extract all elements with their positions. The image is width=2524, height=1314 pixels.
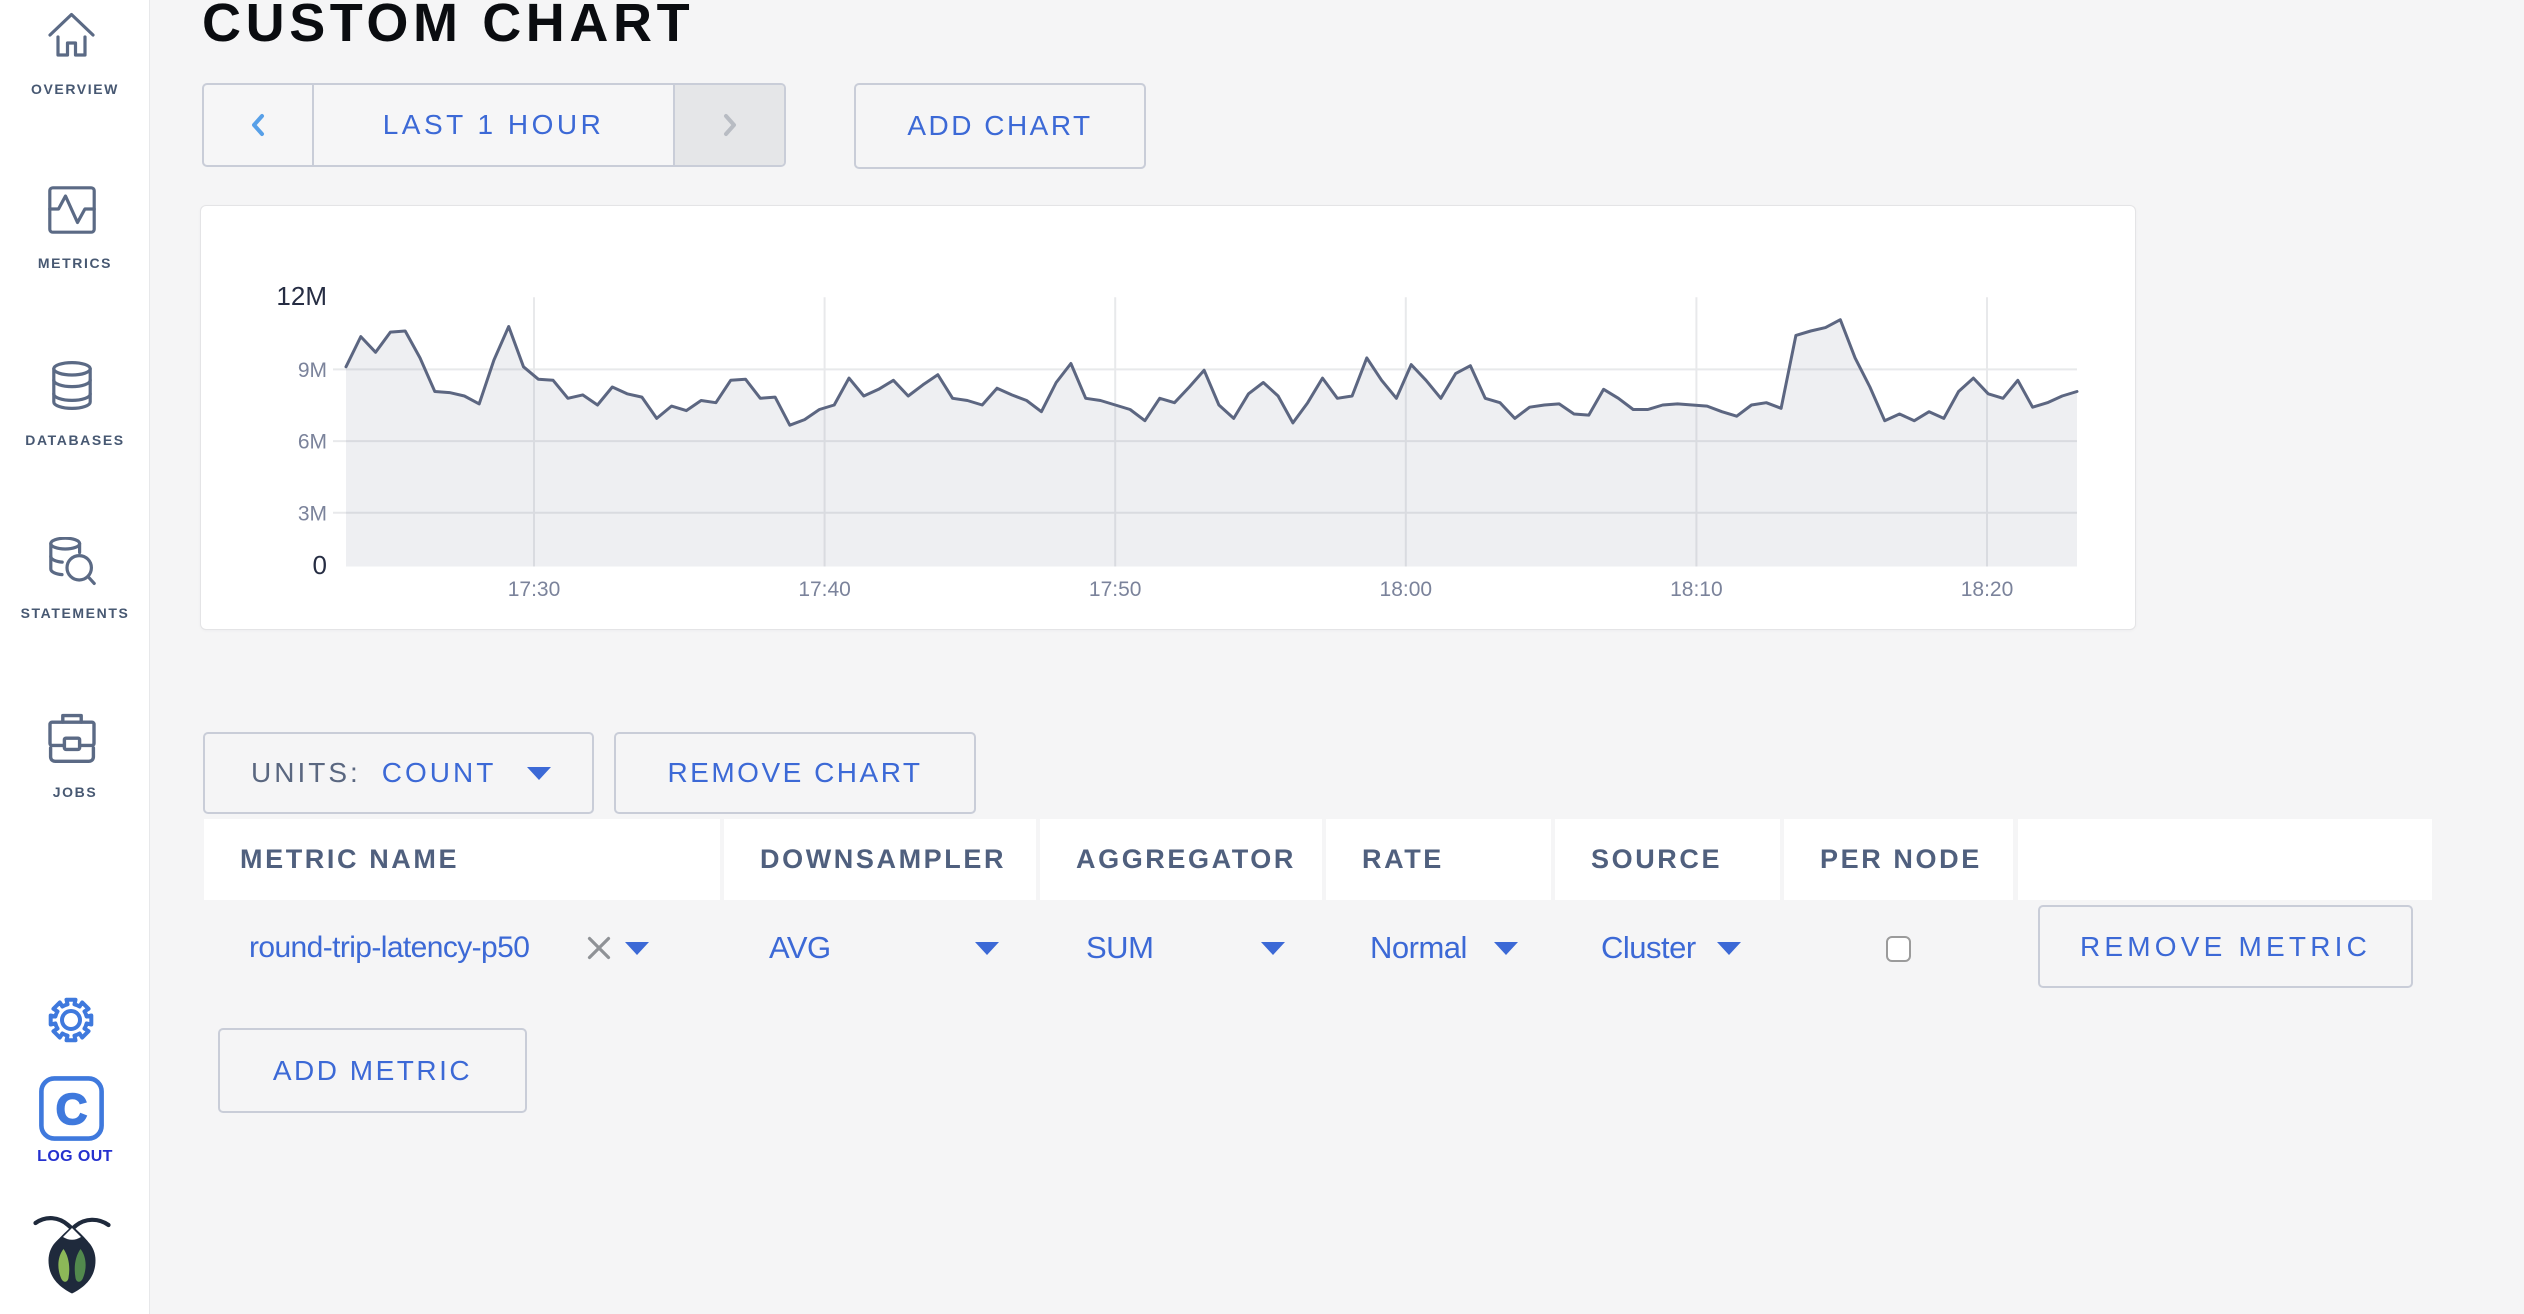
svg-text:0: 0 [313, 550, 327, 580]
svg-text:12M: 12M [276, 281, 327, 311]
svg-text:17:40: 17:40 [798, 578, 851, 601]
svg-text:18:10: 18:10 [1670, 578, 1723, 601]
svg-text:17:50: 17:50 [1089, 578, 1142, 601]
svg-text:18:20: 18:20 [1961, 578, 2014, 601]
svg-text:6M: 6M [298, 431, 327, 454]
svg-text:17:30: 17:30 [508, 578, 561, 601]
svg-text:18:00: 18:00 [1380, 578, 1433, 601]
svg-text:3M: 3M [298, 502, 327, 525]
svg-text:9M: 9M [298, 359, 327, 382]
svg-text:C: C [56, 1085, 88, 1134]
